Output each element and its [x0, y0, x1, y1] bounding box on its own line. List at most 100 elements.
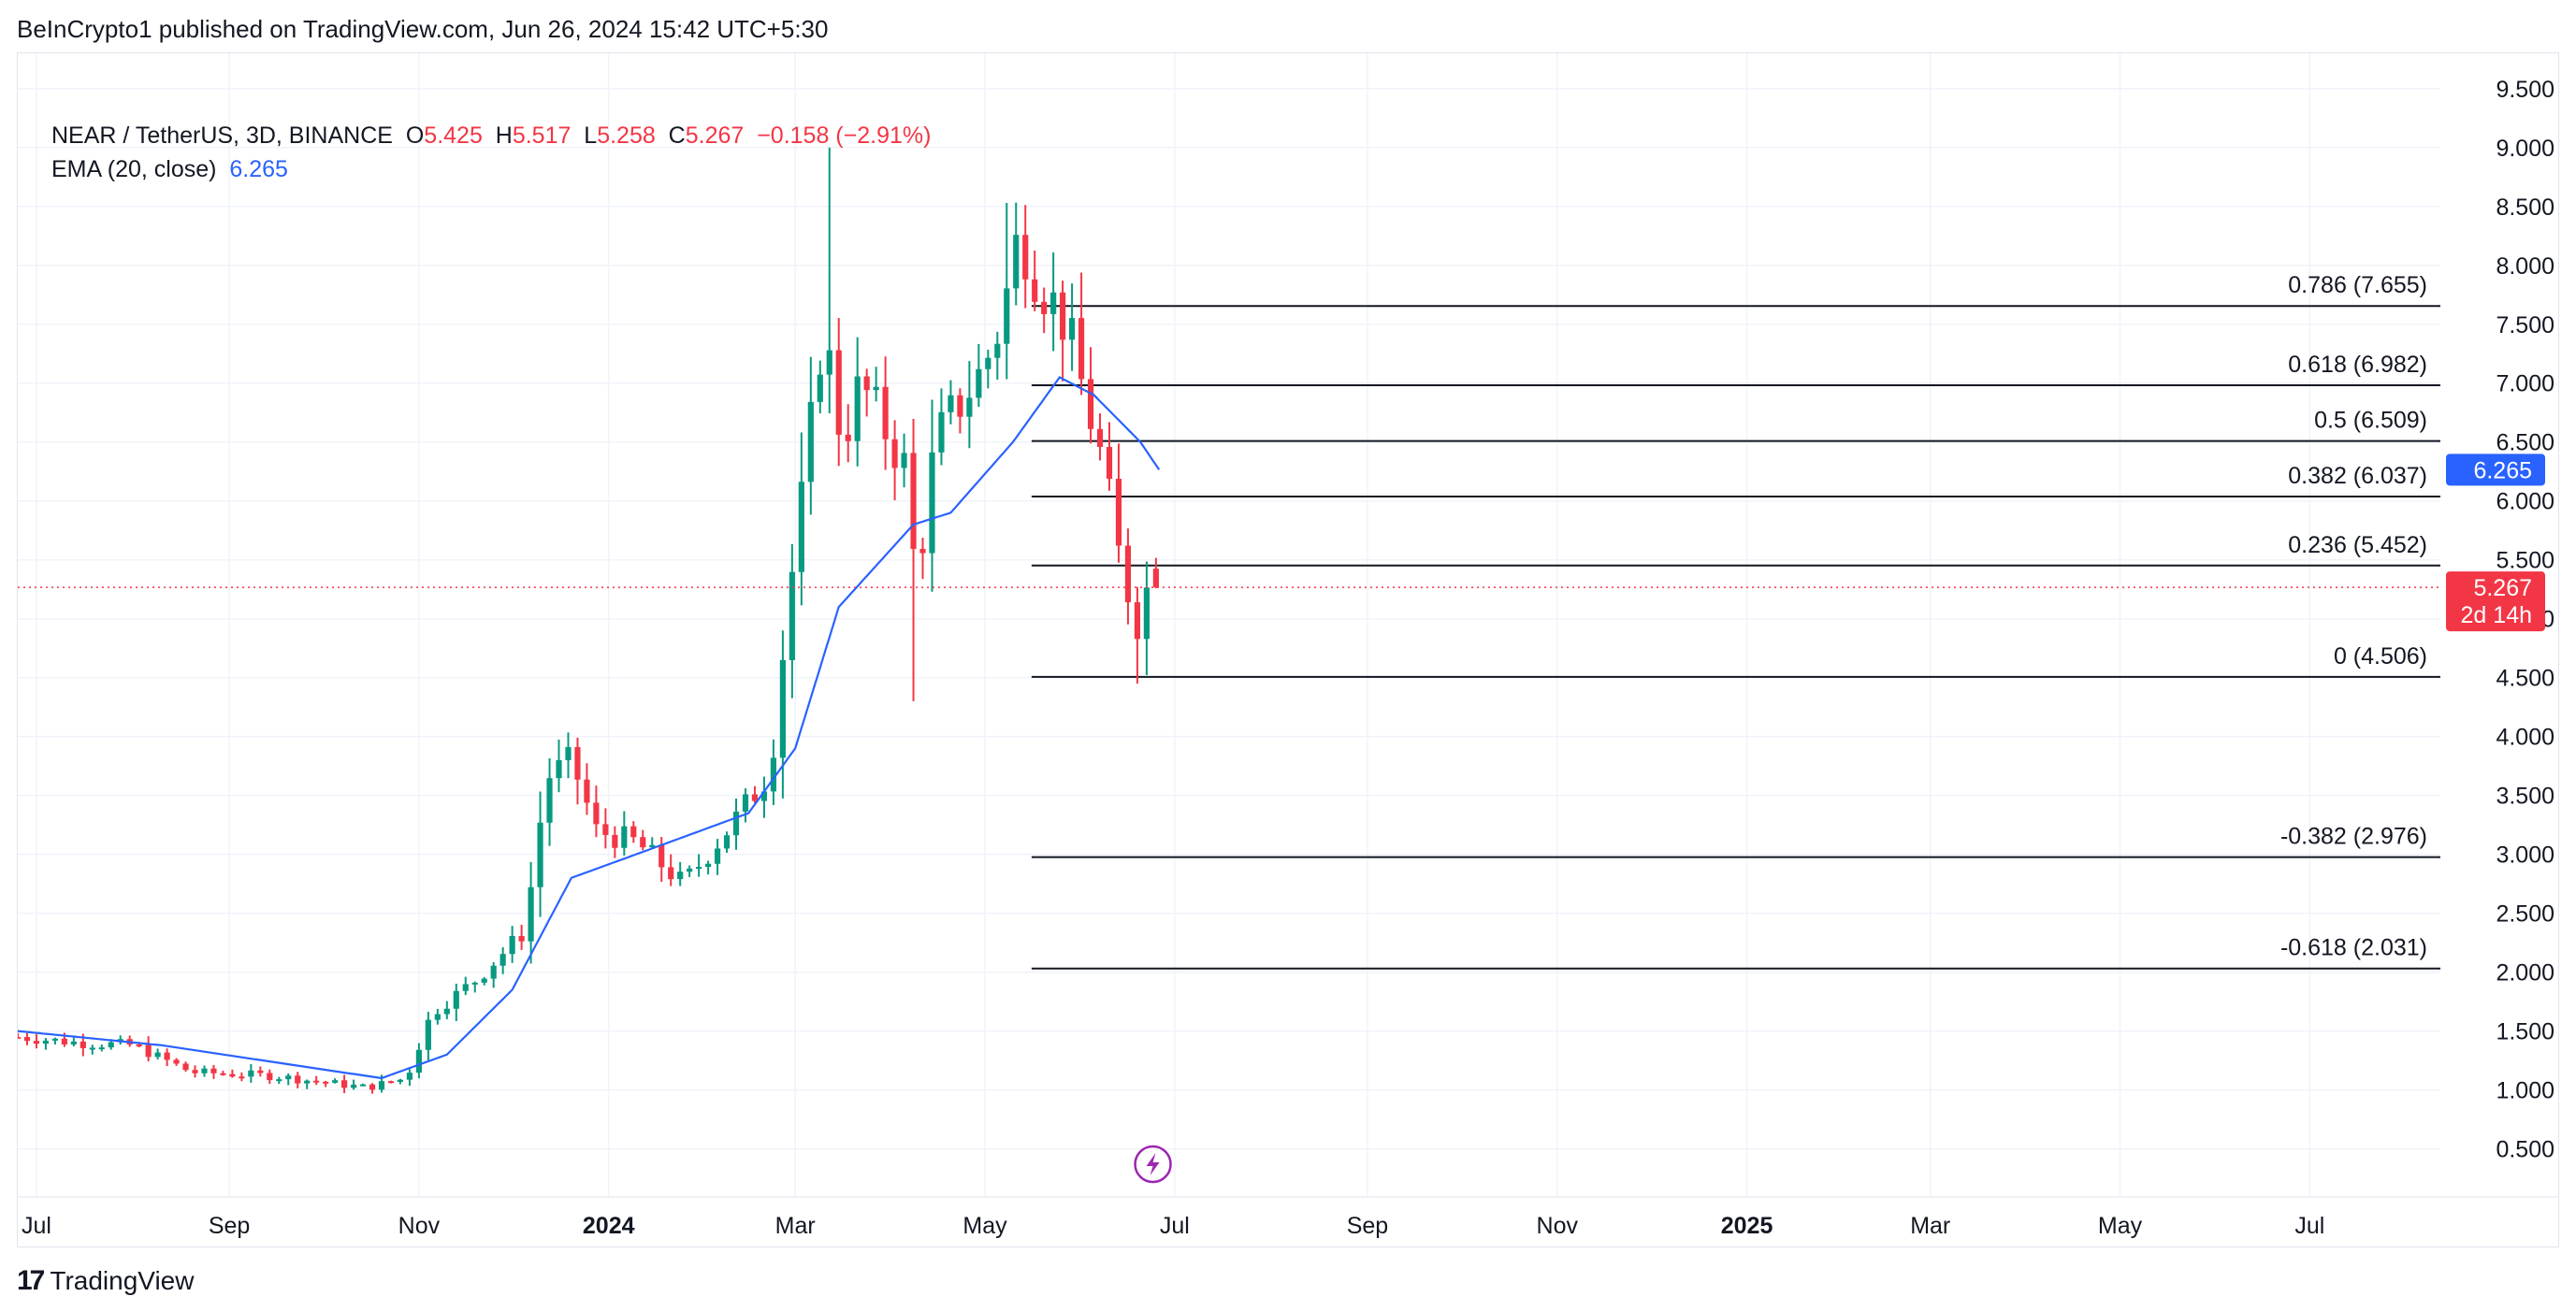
- candle-body: [415, 1049, 422, 1073]
- candle-body: [714, 848, 721, 864]
- close-value: 5.267: [685, 122, 745, 149]
- footer-branding[interactable]: 17 TradingView: [17, 1264, 194, 1298]
- candle-body: [89, 1047, 95, 1050]
- candle-body: [658, 844, 665, 868]
- candle-body: [1060, 292, 1066, 340]
- candle-body: [723, 835, 731, 849]
- price-tick-label: 5.500: [2496, 548, 2554, 574]
- candle-body: [61, 1038, 67, 1044]
- ema-20-line: [18, 375, 1161, 1080]
- time-tick-label: May: [2098, 1213, 2143, 1239]
- candle-body: [1115, 478, 1122, 546]
- candle-body: [891, 439, 898, 468]
- ema-legend-row: EMA (20, close) 6.265: [51, 152, 931, 186]
- price-tick-label: 0.500: [2496, 1137, 2554, 1163]
- events[interactable]: [1134, 1145, 1172, 1184]
- candle-body: [602, 824, 609, 835]
- candle-body: [1032, 279, 1038, 302]
- candle-body: [313, 1080, 320, 1083]
- lightning-bolt-glyph: [1146, 1153, 1160, 1175]
- candle-body: [192, 1070, 198, 1073]
- open-label: O: [405, 122, 425, 149]
- candle-body: [1087, 379, 1094, 429]
- price-tick-label: 4.000: [2496, 725, 2554, 751]
- candle-body: [136, 1044, 142, 1047]
- price-tick-label: 3.500: [2496, 784, 2554, 810]
- candle-body: [1143, 587, 1150, 640]
- chart-pane[interactable]: 0.786 (7.655) 0.618 (6.982) 0.5 (6.509) 0.3…: [17, 52, 2559, 1247]
- candle-body: [323, 1081, 329, 1084]
- publisher-line: BeInCrypto1 published on TradingView.com…: [17, 15, 829, 43]
- candle-body: [854, 376, 861, 441]
- candle-body: [154, 1052, 161, 1058]
- candle-body: [1078, 318, 1085, 380]
- candle-body: [976, 368, 982, 398]
- candle-body: [835, 350, 842, 435]
- time-axis[interactable]: Jul Sep Nov 2024 Mar May Jul Sep Nov 2025 Mar May Ju…: [18, 1196, 2558, 1239]
- price-tick-label: 2.000: [2496, 960, 2554, 987]
- chart-legend: NEAR / TetherUS, 3D, BINANCE O5.425 H5.5…: [51, 119, 931, 186]
- time-tick-label: Nov: [398, 1213, 441, 1239]
- candle-body: [434, 1014, 441, 1020]
- close-label: C: [668, 122, 686, 149]
- candle-body: [499, 954, 506, 966]
- high-value: 5.517: [512, 122, 572, 149]
- fibonacci-levels[interactable]: 0.786 (7.655) 0.618 (6.982) 0.5 (6.509) 0.3…: [1031, 272, 2440, 970]
- candle-body: [948, 395, 954, 412]
- ema-value: 6.265: [229, 156, 288, 182]
- candle-body: [406, 1073, 413, 1080]
- price-tick-label: 6.500: [2496, 430, 2554, 456]
- candle-body: [574, 746, 581, 780]
- candle-body: [593, 802, 600, 825]
- candle-body: [518, 935, 525, 942]
- price-axis[interactable]: 0.500 1.000 1.500 2.000 2.500 3.000 3.500 4.000…: [2446, 77, 2554, 1163]
- tradingview-brand: TradingView: [50, 1266, 195, 1295]
- grid: [18, 53, 2440, 1196]
- candle-body: [789, 571, 795, 660]
- candle-body: [1004, 288, 1010, 344]
- price-tick-label: 8.000: [2496, 253, 2554, 280]
- price-tick-label: 1.500: [2496, 1019, 2554, 1045]
- candle-body: [18, 1036, 22, 1039]
- candle-body: [760, 791, 768, 801]
- fib-level-label: 0.382 (6.037): [2288, 463, 2427, 489]
- candle-body: [826, 350, 832, 375]
- candle-body: [220, 1073, 226, 1075]
- tradingview-logo-icon: 17: [17, 1265, 45, 1296]
- fib-level-label: -0.382 (2.976): [2280, 824, 2427, 850]
- time-tick-label: Mar: [775, 1213, 816, 1239]
- current-price-badge: [2446, 571, 2545, 632]
- price-chart[interactable]: 0.786 (7.655) 0.618 (6.982) 0.5 (6.509) 0.3…: [18, 53, 2558, 1246]
- candle-body: [51, 1038, 58, 1041]
- candle-body: [1050, 292, 1057, 314]
- candle-body: [173, 1059, 180, 1064]
- candle-body: [807, 401, 814, 483]
- time-tick-label: Jul: [2294, 1213, 2324, 1239]
- candle-body: [182, 1063, 189, 1071]
- candle-body: [80, 1041, 86, 1048]
- price-tick-label: 9.500: [2496, 77, 2554, 103]
- candle-body: [565, 746, 572, 760]
- candle-body: [1134, 602, 1141, 640]
- candle-body: [295, 1075, 301, 1084]
- change-value: −0.158 (−2.91%): [757, 122, 932, 149]
- candle-body: [425, 1019, 431, 1050]
- symbol-title[interactable]: NEAR / TetherUS, 3D, BINANCE: [51, 122, 393, 149]
- candle-body: [705, 863, 712, 868]
- candle-body: [994, 343, 1001, 358]
- candle-body: [490, 965, 497, 979]
- candle-body: [201, 1068, 208, 1073]
- candle-body: [732, 811, 740, 836]
- time-tick-label: 2025: [1721, 1213, 1773, 1239]
- candle-body: [1022, 235, 1029, 280]
- candle-body: [687, 868, 693, 872]
- candle-body: [453, 990, 459, 1009]
- candle-body: [873, 386, 879, 391]
- candle-body: [751, 794, 759, 801]
- fib-level-label: 0.5 (6.509): [2314, 408, 2427, 434]
- candle-body: [929, 452, 935, 554]
- ema-label[interactable]: EMA (20, close): [51, 156, 217, 182]
- candle-body: [630, 826, 637, 838]
- candle-body: [304, 1080, 311, 1084]
- high-label: H: [495, 122, 513, 149]
